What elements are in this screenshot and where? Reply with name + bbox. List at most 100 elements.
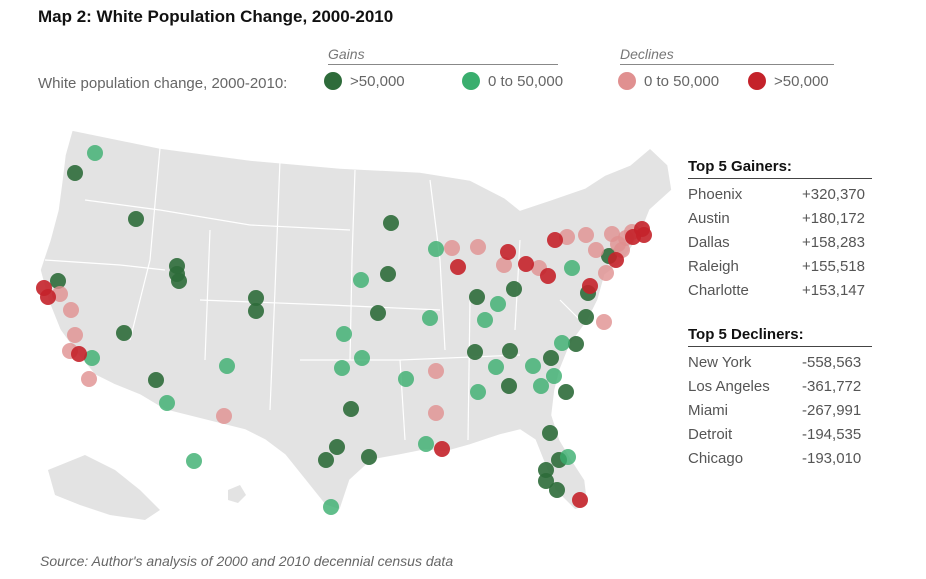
city-dot-gain-large (469, 289, 485, 305)
city-dot-gain-small (554, 335, 570, 351)
decliner-row: Miami -267,991 (688, 399, 872, 423)
city-dot-gain-large (538, 462, 554, 478)
gainer-row: Austin +180,172 (688, 207, 872, 231)
city-dot-gain-large (67, 165, 83, 181)
legend-dot-decline-large (748, 72, 766, 90)
gainer-value: +180,172 (802, 210, 865, 227)
decliner-name: Detroit (688, 426, 733, 443)
gainer-name: Austin (688, 210, 730, 227)
city-dot-gain-small (336, 326, 352, 342)
city-dot-decline-small (598, 265, 614, 281)
legend-text: >50,000 (350, 72, 405, 90)
legend-item-gain-large: >50,000 (324, 72, 405, 90)
city-dot-gain-small (323, 499, 339, 515)
city-dot-gain-small (84, 350, 100, 366)
legend-label: White population change, 2000-2010: (38, 75, 288, 92)
city-dot-decline-large (500, 244, 516, 260)
hawaii-shape (228, 485, 246, 503)
city-dot-gain-large (329, 439, 345, 455)
city-dot-gain-small (186, 453, 202, 469)
legend-item-gain-small: 0 to 50,000 (462, 72, 563, 90)
decliner-name: New York (688, 354, 752, 371)
city-dot-gain-small (159, 395, 175, 411)
city-dot-gain-large (370, 305, 386, 321)
city-dot-gain-large (543, 350, 559, 366)
source-note: Source: Author's analysis of 2000 and 20… (40, 553, 454, 569)
city-dot-decline-small (63, 302, 79, 318)
city-dot-gain-small (334, 360, 350, 376)
city-dot-gain-large (128, 211, 144, 227)
city-dot-decline-small (216, 408, 232, 424)
decliner-row: Chicago -193,010 (688, 447, 872, 471)
city-dot-decline-small (559, 229, 575, 245)
decliner-row: New York -558,563 (688, 351, 872, 375)
alaska-shape (48, 455, 160, 520)
decliner-name: Miami (688, 402, 728, 419)
gainer-name: Raleigh (688, 258, 739, 275)
gainers-title: Top 5 Gainers: (688, 158, 872, 179)
gainer-value: +320,370 (802, 186, 865, 203)
decliner-value: -194,535 (802, 426, 862, 443)
gainer-value: +153,147 (802, 282, 865, 299)
decliner-value: -558,563 (802, 354, 862, 371)
city-dot-decline-large (450, 259, 466, 275)
city-dot-gain-large (501, 378, 517, 394)
state-borders (44, 147, 591, 441)
city-dot-gain-large (318, 452, 334, 468)
legend-text: 0 to 50,000 (644, 72, 720, 90)
legend-item-decline-small: 0 to 50,000 (618, 72, 719, 90)
city-dot-decline-small (67, 327, 83, 343)
city-dot-decline-large (582, 278, 598, 294)
decliner-value: -193,010 (802, 450, 862, 467)
decliner-name: Chicago (688, 450, 744, 467)
city-dot-gain-large (549, 482, 565, 498)
city-dot-decline-large (434, 441, 450, 457)
legend-declines-header: Declines (620, 46, 834, 65)
gainer-name: Dallas (688, 234, 730, 251)
city-dot-decline-large (518, 256, 534, 272)
city-dot-gain-small (418, 436, 434, 452)
gainer-row: Raleigh +155,518 (688, 255, 872, 279)
legend-text: >50,000 (774, 72, 829, 90)
city-dot-gain-small (477, 312, 493, 328)
city-dot-gain-small (490, 296, 506, 312)
city-dot-decline-large (608, 252, 624, 268)
decliner-row: Detroit -194,535 (688, 423, 872, 447)
map-title: Map 2: White Population Change, 2000-201… (38, 7, 394, 26)
city-dot-gain-small (525, 358, 541, 374)
city-dot-gain-large (542, 425, 558, 441)
city-dot-gain-small (354, 350, 370, 366)
city-dot-gain-large (502, 343, 518, 359)
city-dot-gain-large (568, 336, 584, 352)
city-dot-gain-large (116, 325, 132, 341)
legend-gains-header: Gains (328, 46, 558, 65)
city-dot-gain-large (343, 401, 359, 417)
city-dot-gain-large (171, 273, 187, 289)
gainer-value: +158,283 (802, 234, 865, 251)
city-dot-gain-large (148, 372, 164, 388)
city-dot-decline-small (496, 257, 512, 273)
city-dot-decline-small (588, 242, 604, 258)
city-dot-decline-large (572, 492, 588, 508)
decliner-row: Los Angeles -361,772 (688, 375, 872, 399)
gainer-name: Phoenix (688, 186, 743, 203)
city-dot-gain-large (467, 344, 483, 360)
city-dot-gain-large (380, 266, 396, 282)
city-dot-gain-small (422, 310, 438, 326)
city-dot-gain-large (50, 273, 66, 289)
gainer-row: Phoenix +320,370 (688, 183, 872, 207)
gainer-name: Charlotte (688, 282, 749, 299)
city-dot-decline-small (428, 363, 444, 379)
city-dot-gain-large (248, 303, 264, 319)
city-dot-decline-small (52, 286, 68, 302)
city-dot-gain-small (533, 378, 549, 394)
city-dot-gain-small (353, 272, 369, 288)
decliner-name: Los Angeles (688, 378, 770, 395)
city-dot-decline-small (81, 371, 97, 387)
city-dot-gain-large (578, 309, 594, 325)
city-dot-decline-small (444, 240, 460, 256)
gainer-row: Charlotte +153,147 (688, 279, 872, 303)
city-dot-decline-large (71, 346, 87, 362)
